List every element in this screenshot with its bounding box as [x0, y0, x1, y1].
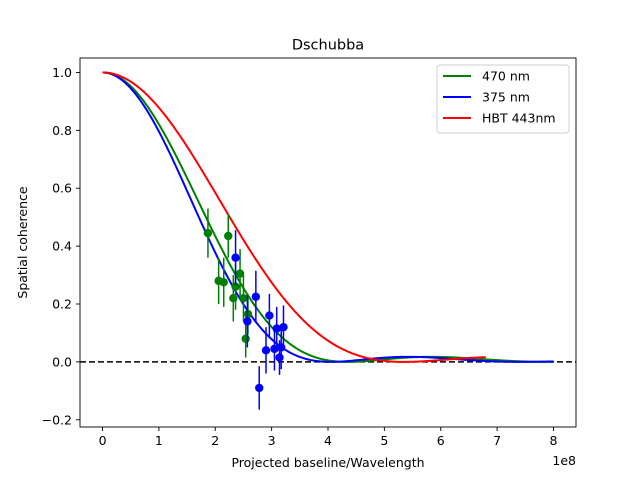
data-point-375-nm: [231, 253, 240, 262]
x-axis-label: Projected baseline/Wavelength: [231, 455, 424, 470]
x-tick-label: 3: [268, 433, 276, 448]
data-point-375-nm: [272, 324, 281, 333]
legend: 470 nm 375 nm HBT 443nm: [436, 64, 570, 134]
legend-label-hbt-443nm: HBT 443nm: [482, 111, 556, 126]
y-tick-label: −0.2: [42, 412, 72, 427]
x-tick-label: 5: [380, 433, 388, 448]
y-axis-label: Spatial coherence: [15, 186, 30, 298]
data-point-375-nm: [251, 292, 261, 301]
x-tick-label: 2: [211, 433, 219, 448]
y-tick-label: 1.0: [52, 65, 72, 80]
data-point-470-nm: [203, 228, 213, 238]
curve-layer: [102, 71, 554, 363]
x-axis-ticks: 0 1 2 3 4 5 6 7 8: [99, 427, 557, 448]
y-tick-label: 0.8: [52, 123, 72, 138]
data-point-470-nm: [239, 294, 248, 303]
legend-box: [436, 64, 570, 134]
data-point-470-nm: [224, 231, 233, 241]
y-tick-label: 0.2: [52, 297, 72, 312]
legend-label-470nm: 470 nm: [482, 69, 530, 84]
data-point-375-nm: [265, 311, 274, 320]
x-tick-label: 6: [437, 433, 445, 448]
data-point-470-nm: [231, 282, 240, 291]
x-axis-offset-label: 1e8: [552, 453, 576, 468]
data-point-375-nm: [279, 322, 288, 332]
curve-hbt-443nm: [102, 71, 486, 363]
data-point-470-nm: [241, 334, 250, 343]
x-tick-label: 0: [99, 433, 107, 448]
data-point-470-nm: [219, 278, 228, 287]
data-point-375-nm: [261, 346, 271, 355]
data-point-375-nm: [275, 353, 284, 362]
x-tick-label: 1: [155, 433, 163, 448]
y-tick-label: 0.6: [52, 181, 72, 196]
curve-470-nm: [102, 71, 554, 363]
legend-label-375nm: 375 nm: [482, 90, 530, 105]
data-point-375-nm: [255, 383, 264, 393]
x-tick-label: 8: [549, 433, 557, 448]
chart-title: Dschubba: [292, 38, 364, 54]
points-layer: [203, 208, 288, 410]
x-tick-label: 4: [324, 433, 332, 448]
x-tick-label: 7: [493, 433, 501, 448]
y-tick-label: 0.0: [52, 354, 72, 369]
data-point-375-nm: [243, 317, 252, 326]
data-point-470-nm: [235, 269, 245, 278]
curve-375-nm: [102, 71, 554, 363]
y-tick-label: 0.4: [52, 239, 72, 254]
y-axis-ticks: −0.2 0.0 0.2 0.4 0.6 0.8 1.0: [42, 65, 80, 427]
